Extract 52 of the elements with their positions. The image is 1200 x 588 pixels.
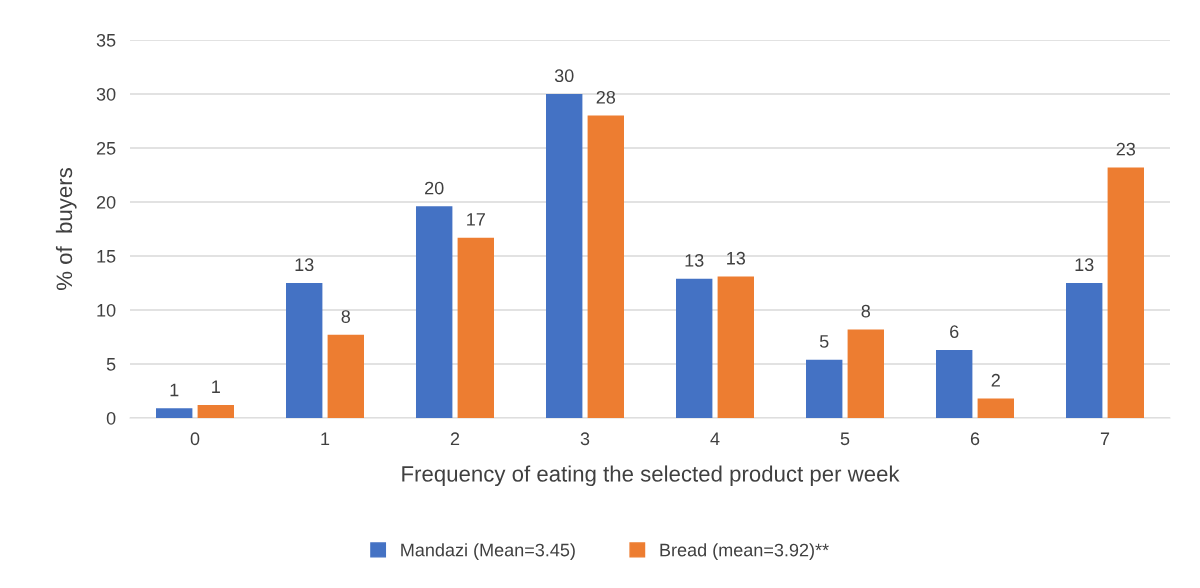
data-label: 1 [212, 380, 220, 393]
bar [936, 349, 973, 418]
bar [806, 359, 843, 418]
x-tick-label: 3 [580, 432, 590, 446]
y-tick-label: 35 [96, 33, 116, 47]
bar [197, 405, 234, 418]
bar [1107, 167, 1144, 418]
bar [587, 115, 624, 418]
x-tick-label: 4 [710, 432, 720, 445]
y-tick-label: 5 [106, 358, 116, 371]
y-tick-label: 10 [97, 303, 116, 317]
bar [977, 398, 1014, 418]
data-label: 13 [685, 253, 704, 267]
bar [327, 334, 364, 418]
legend-label: Mandazi (Mean=3.45) [401, 543, 575, 560]
data-label: 2 [991, 373, 1000, 387]
x-tick-label: 1 [321, 432, 330, 445]
bar [286, 283, 323, 418]
bar [546, 94, 583, 418]
bar [1066, 283, 1103, 418]
bar [156, 408, 193, 418]
bar [847, 329, 884, 418]
y-tick-label: 0 [106, 411, 116, 425]
x-tick-label: 0 [190, 432, 200, 446]
x-tick-label: 5 [840, 432, 850, 446]
data-label: 13 [295, 258, 314, 272]
y-tick-label: 20 [96, 195, 116, 209]
data-label: 1 [170, 383, 179, 397]
x-tick-label: 7 [1100, 432, 1110, 445]
x-tick-label: 2 [450, 432, 460, 445]
y-tick-label: 25 [96, 141, 116, 155]
y-tick-label: 30 [96, 87, 116, 101]
bar [676, 278, 713, 418]
bar [717, 276, 754, 418]
data-label: 5 [819, 335, 829, 348]
data-label: 30 [554, 69, 574, 83]
bar [457, 237, 494, 418]
data-label: 13 [1075, 258, 1094, 272]
data-label: 23 [1116, 142, 1136, 156]
y-tick-label: 15 [97, 250, 116, 263]
x-axis-title: Frequency of eating the selected product per week [402, 465, 900, 487]
x-tick-label: 6 [970, 432, 980, 446]
bar [416, 206, 453, 418]
data-label: 28 [596, 90, 616, 104]
data-label: 20 [425, 181, 444, 195]
legend-label: Bread (mean=3.92)** [660, 543, 829, 560]
y-axis-title: % of buyers [55, 168, 77, 290]
data-label: 17 [467, 213, 485, 226]
data-label: 13 [727, 251, 746, 265]
data-label: 8 [341, 310, 351, 323]
data-label: 6 [950, 325, 959, 339]
data-label: 8 [861, 304, 871, 318]
